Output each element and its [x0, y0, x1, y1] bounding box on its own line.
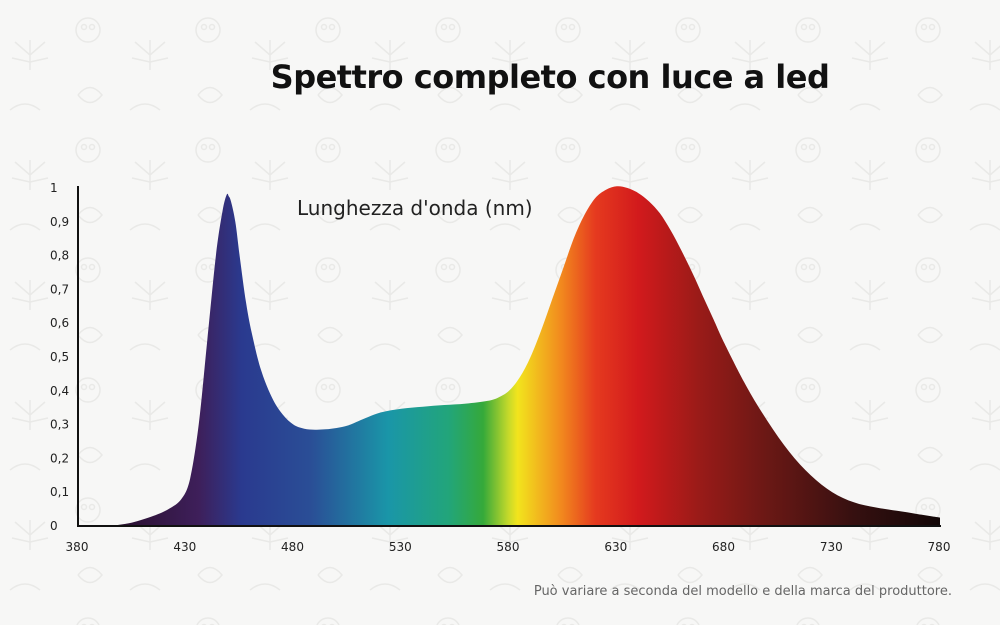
y-tick-label: 0 — [50, 519, 58, 533]
y-tick-label: 0,9 — [50, 215, 69, 229]
x-tick-label: 780 — [928, 540, 951, 554]
y-tick-label: 0,8 — [50, 249, 69, 263]
spectrum-area — [110, 186, 941, 526]
x-tick-label: 380 — [66, 540, 89, 554]
x-tick-label: 580 — [497, 540, 520, 554]
y-tick-label: 0,6 — [50, 316, 69, 330]
footnote: Può variare a seconda del modello e dell… — [533, 584, 952, 599]
x-tick-label: 730 — [820, 540, 843, 554]
y-tick-label: 1 — [50, 181, 58, 195]
x-axis-label: Lunghezza d'onda (nm) — [297, 196, 533, 220]
x-tick-label: 530 — [389, 540, 412, 554]
x-tick-label: 430 — [173, 540, 196, 554]
y-tick-labels: 0 0,1 0,2 0,3 0,4 0,5 0,6 0,7 0,8 0,9 1 — [50, 181, 69, 533]
page-title: Spettro completo con luce a led — [270, 58, 830, 96]
x-tick-label: 480 — [281, 540, 304, 554]
y-tick-label: 0,5 — [50, 350, 69, 364]
y-tick-label: 0,3 — [50, 418, 69, 432]
y-tick-label: 0,1 — [50, 485, 69, 499]
y-tick-label: 0,4 — [50, 384, 69, 398]
x-tick-label: 680 — [712, 540, 735, 554]
y-tick-label: 0,7 — [50, 282, 69, 296]
x-tick-labels: 380 430 480 530 580 630 680 730 780 — [66, 540, 951, 554]
y-tick-label: 0,2 — [50, 451, 69, 465]
x-tick-label: 630 — [604, 540, 627, 554]
